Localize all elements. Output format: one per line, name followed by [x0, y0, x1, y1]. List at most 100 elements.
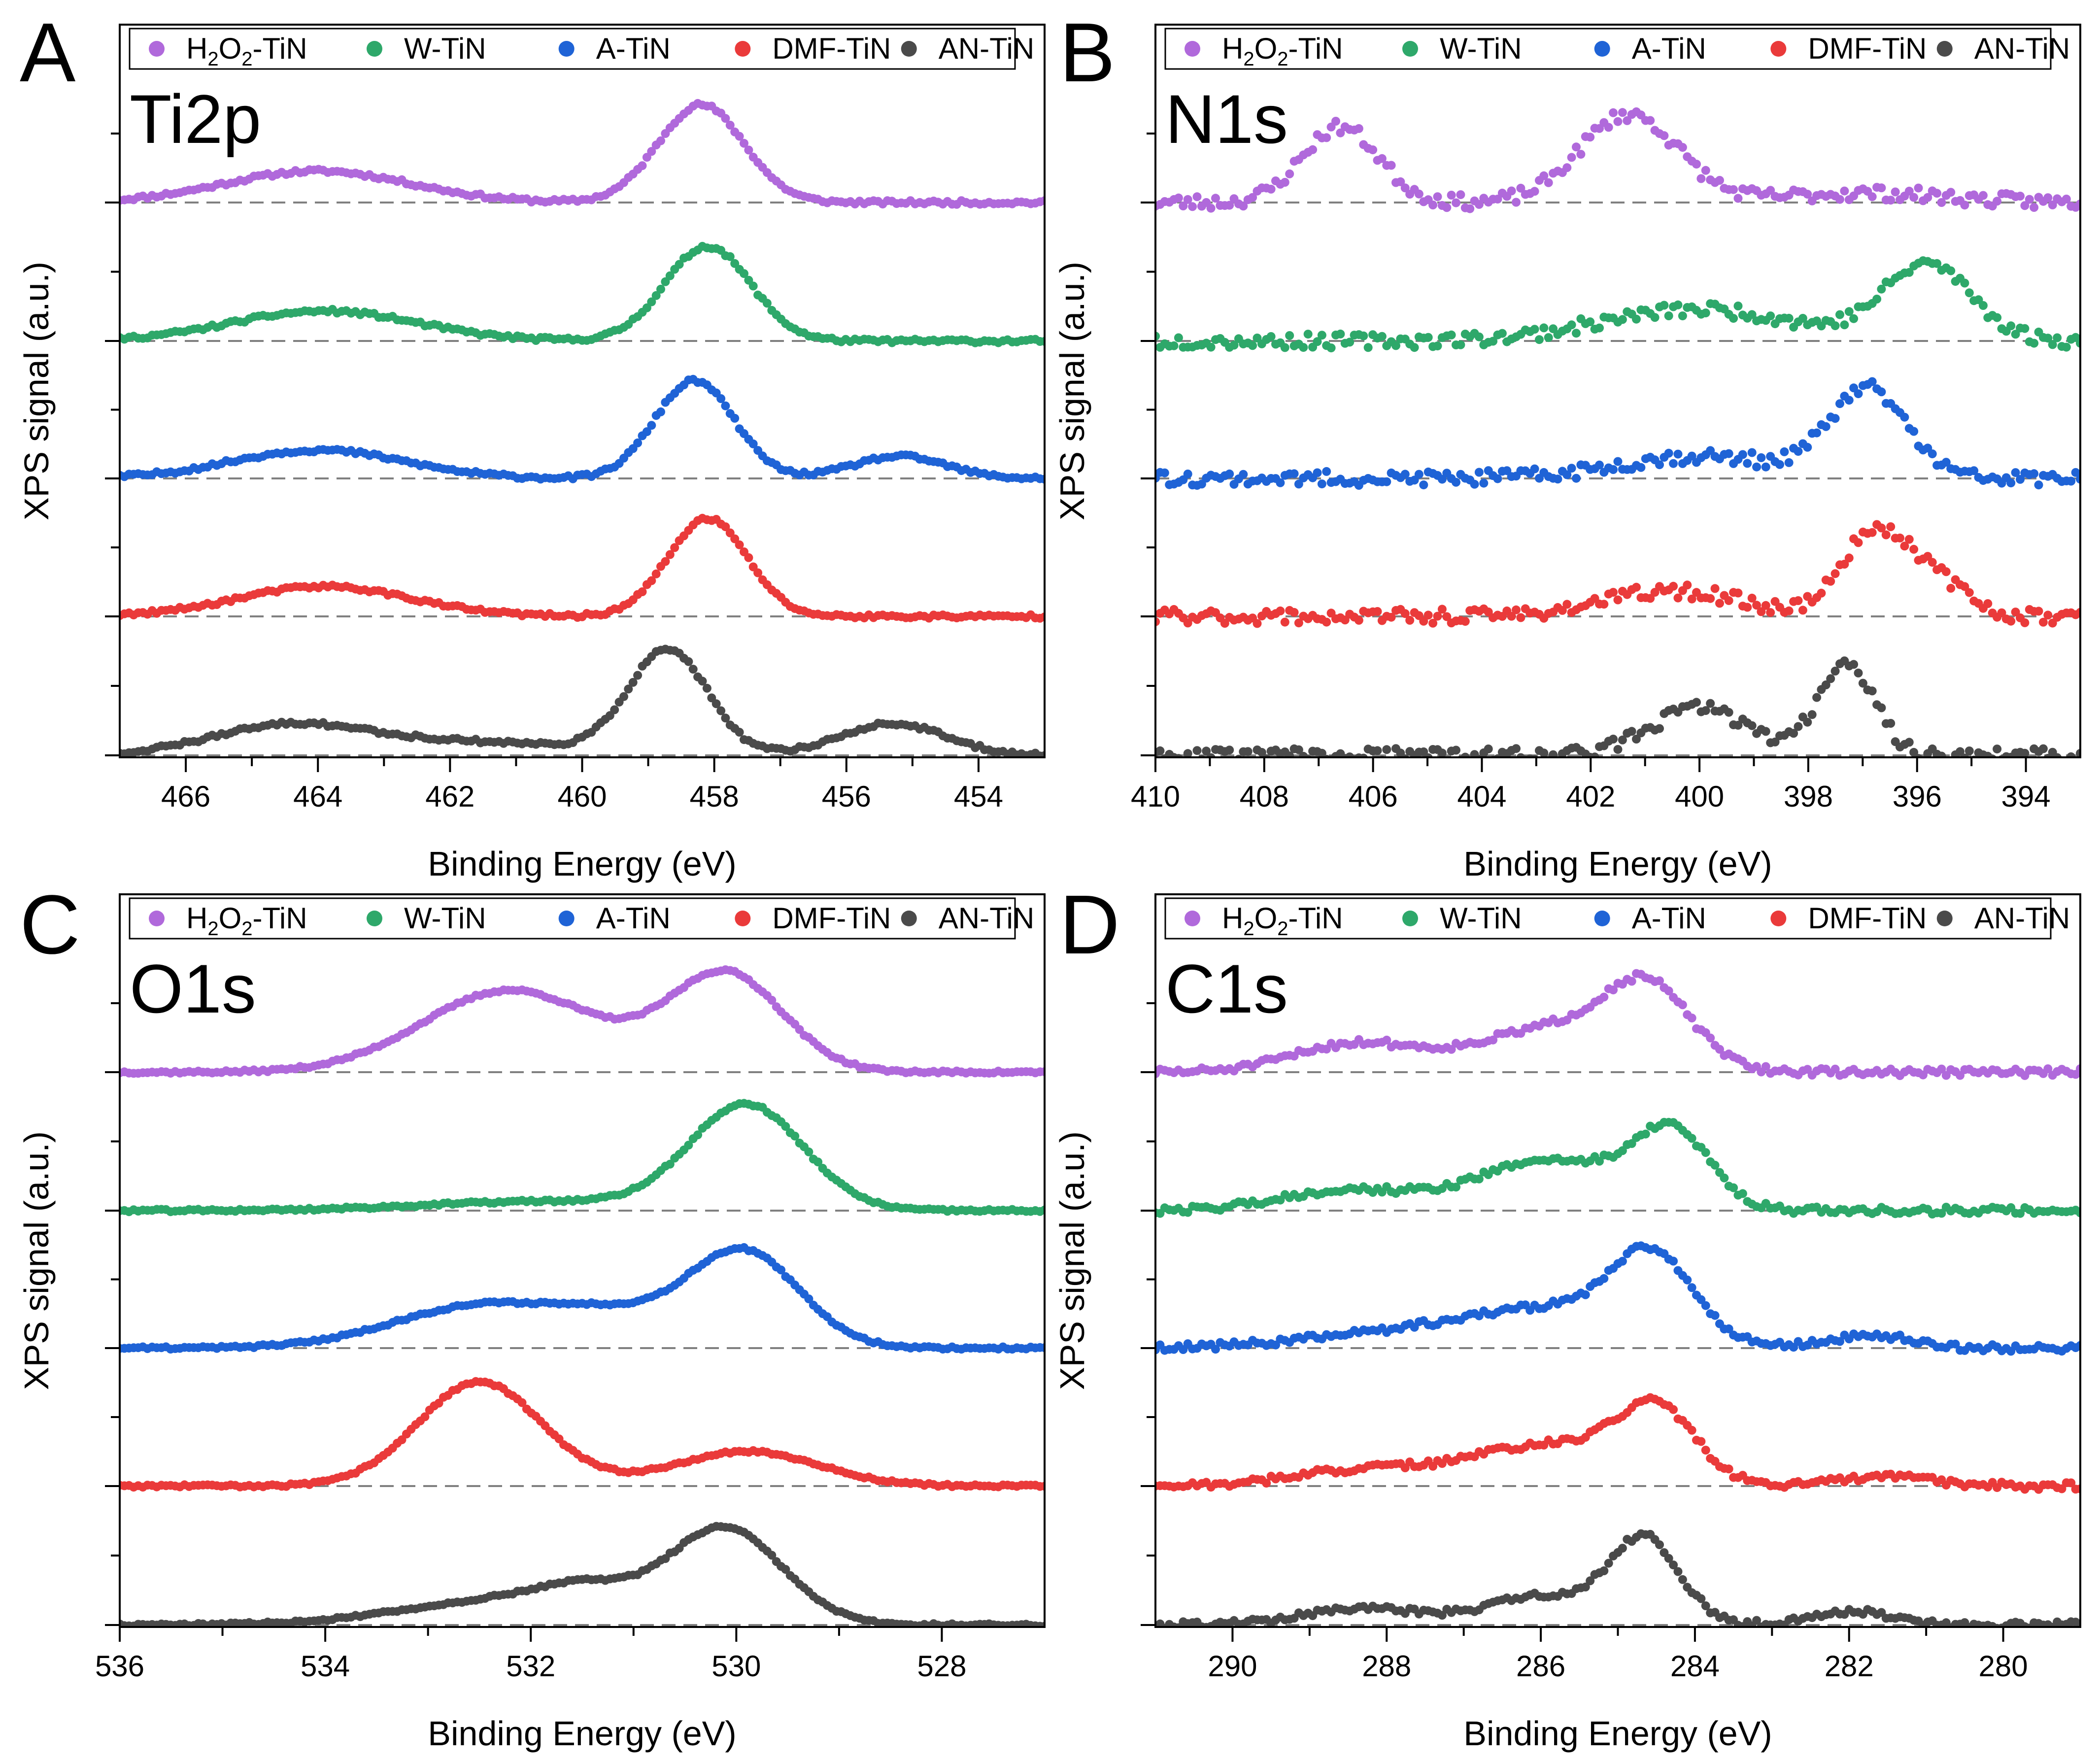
- data-point: [1669, 1560, 1678, 1570]
- data-point: [2071, 333, 2079, 342]
- data-point: [725, 121, 735, 130]
- data-point: [1544, 333, 1553, 342]
- data-point: [716, 706, 726, 715]
- data-point: [1733, 194, 1743, 203]
- legend-label: H2O2-TiN: [1222, 902, 1343, 940]
- legend-marker: [366, 911, 382, 926]
- data-point: [1835, 1337, 1844, 1346]
- data-point: [1599, 1274, 1609, 1283]
- data-point: [1752, 462, 1761, 472]
- legend-label: W-TiN: [1440, 32, 1522, 65]
- data-point: [1971, 755, 1977, 756]
- panel-letter: C: [20, 878, 80, 972]
- data-point: [1512, 198, 1521, 207]
- data-point: [1595, 460, 1604, 470]
- data-point: [1516, 183, 1525, 193]
- data-point: [1262, 1479, 1271, 1488]
- legend: H2O2-TiN W-TiN A-TiN DMF-TiN AN-TiN: [1164, 897, 2070, 940]
- data-point: [1474, 200, 1484, 209]
- data-point: [1452, 745, 1460, 755]
- data-point: [1211, 1345, 1220, 1354]
- data-point: [1696, 1437, 1706, 1446]
- x-axis-label: Binding Energy (eV): [428, 845, 736, 883]
- data-point: [1433, 192, 1442, 202]
- data-point: [744, 145, 753, 155]
- data-point: [610, 705, 619, 714]
- data-point: [1660, 131, 1669, 140]
- data-point: [2038, 744, 2048, 753]
- series-a-tin: [121, 374, 1044, 484]
- data-point: [1710, 1160, 1720, 1170]
- data-point: [1040, 337, 1044, 346]
- data-point: [1544, 178, 1553, 187]
- data-point: [2006, 321, 2016, 331]
- data-point: [2016, 192, 2025, 201]
- data-point: [2062, 195, 2071, 203]
- x-axis-label: Binding Energy (eV): [1463, 1714, 1772, 1753]
- legend-item-h2o2-tin: H2O2-TiN: [1185, 32, 1343, 70]
- legend-item-a-tin: A-TiN: [1594, 902, 1706, 935]
- data-point: [1673, 449, 1683, 459]
- data-point: [1345, 338, 1355, 347]
- legend-marker: [1936, 41, 1953, 57]
- data-point: [1595, 323, 1604, 333]
- data-point: [1174, 193, 1183, 203]
- data-point: [1632, 735, 1641, 744]
- data-point: [1317, 479, 1326, 489]
- data-point: [1562, 163, 1572, 172]
- data-point: [1761, 727, 1770, 736]
- data-point: [1484, 745, 1493, 753]
- data-point: [1590, 752, 1599, 756]
- data-point: [1377, 332, 1387, 341]
- panel-letter: B: [1059, 6, 1115, 100]
- data-point: [1937, 1209, 1946, 1218]
- data-point: [1179, 202, 1188, 210]
- data-point: [1701, 1148, 1710, 1157]
- x-tick-label: 528: [917, 1650, 966, 1683]
- data-point: [1336, 329, 1345, 339]
- data-point: [1817, 588, 1826, 598]
- data-point: [1655, 1540, 1664, 1550]
- data-point: [2076, 339, 2079, 348]
- data-point: [2006, 478, 2016, 488]
- data-point: [1460, 752, 1470, 756]
- data-point: [1687, 1283, 1696, 1292]
- data-point: [1673, 1567, 1683, 1576]
- data-point: [1424, 753, 1433, 756]
- data-point: [1516, 613, 1525, 622]
- legend-item-h2o2-tin: H2O2-TiN: [149, 32, 307, 70]
- y-axis-label: XPS signal (a.u.): [17, 1131, 56, 1390]
- data-point: [1305, 755, 1312, 756]
- panel-title: O1s: [130, 950, 256, 1027]
- legend-marker: [1770, 911, 1787, 926]
- data-point: [1960, 201, 1969, 210]
- data-point: [1877, 387, 1886, 397]
- data-point: [1410, 343, 1419, 352]
- data-point: [1687, 1425, 1696, 1435]
- data-point: [1993, 745, 2002, 754]
- x-tick-label: 464: [293, 780, 342, 813]
- data-point: [1854, 538, 1863, 547]
- x-tick-label: 396: [1893, 780, 1942, 813]
- data-point: [1706, 1033, 1715, 1043]
- data-point: [1752, 601, 1761, 610]
- data-point: [790, 1131, 800, 1141]
- data-point: [1618, 315, 1627, 324]
- data-point: [1160, 468, 1169, 477]
- data-point: [1627, 1139, 1636, 1148]
- data-point: [1627, 727, 1636, 736]
- data-point: [1474, 1174, 1484, 1184]
- data-point: [633, 438, 643, 447]
- legend-marker: [1402, 41, 1418, 57]
- data-point: [1724, 1464, 1733, 1474]
- data-point: [1664, 1554, 1673, 1563]
- data-point: [1692, 698, 1701, 707]
- data-point: [1040, 1205, 1044, 1215]
- data-point: [1914, 183, 1923, 193]
- data-point: [1673, 300, 1683, 309]
- data-point: [1840, 320, 1849, 330]
- data-point: [1978, 301, 1988, 310]
- data-point: [1613, 457, 1623, 466]
- data-point: [1687, 1014, 1696, 1023]
- data-point: [1928, 449, 1937, 459]
